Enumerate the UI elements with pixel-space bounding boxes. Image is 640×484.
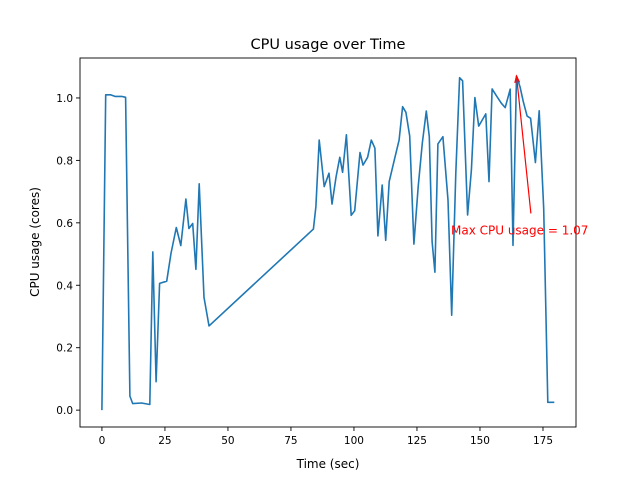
chart-title: CPU usage over Time: [251, 37, 406, 53]
x-tick-label: 75: [284, 435, 297, 447]
y-tick-label: 0.2: [56, 343, 73, 355]
y-tick-label: 0.8: [56, 155, 73, 167]
y-tick-label: 1.0: [56, 93, 73, 105]
plot-area: 0 25 50 75 100 125 150 175 0.0 0.2 0.4 0.6 0.8 1.0 Max…: [56, 57, 588, 447]
x-tick-label: 0: [99, 435, 106, 447]
y-tick-label: 0.4: [56, 280, 73, 292]
series-line-0: [101, 75, 555, 411]
axes-frame: [79, 57, 577, 428]
x-tick-label: 50: [221, 435, 234, 447]
annotation-label: Max CPU usage = 1.07: [451, 224, 588, 238]
x-tick-label: 175: [533, 435, 553, 447]
x-tick-label: 125: [407, 435, 427, 447]
annotation-arrow: [515, 76, 532, 214]
x-tick-label: 150: [470, 435, 490, 447]
y-tick-label: 0.6: [56, 218, 73, 230]
annotation-arrowhead: [514, 74, 521, 84]
x-tick-label: 100: [344, 435, 364, 447]
y-axis-label: CPU usage (cores): [28, 187, 42, 297]
x-tick-label: 25: [158, 435, 171, 447]
x-axis-label: Time (sec): [296, 457, 360, 471]
y-tick-label: 0.0: [56, 405, 73, 417]
